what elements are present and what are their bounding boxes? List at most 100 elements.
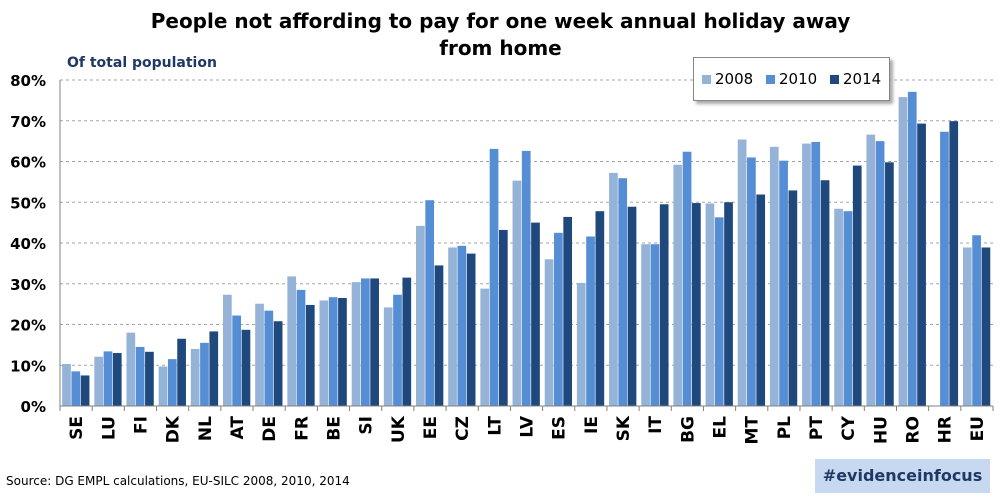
bar-CZ-2008 — [448, 247, 457, 406]
bar-EU-2014 — [981, 247, 991, 406]
bar-LU-2014 — [112, 353, 122, 406]
bar-IE-2010 — [586, 236, 595, 406]
bar-CY-2014 — [852, 165, 862, 406]
bar-HU-2014 — [885, 162, 894, 406]
bar-EL-2008 — [705, 203, 715, 406]
x-tick-label-IT: IT — [646, 416, 666, 434]
bar-HU-2010 — [875, 141, 885, 406]
bar-UK-2014 — [402, 277, 412, 406]
x-tick-label-EL: EL — [711, 416, 731, 439]
bar-EE-2010 — [425, 200, 435, 406]
y-tick-label: 30% — [10, 276, 46, 294]
bar-ES-2014 — [563, 216, 573, 406]
bar-NL-2010 — [200, 342, 209, 406]
bar-IT-2014 — [659, 204, 669, 406]
bar-FR-2014 — [305, 304, 315, 406]
y-tick-label: 0% — [21, 398, 46, 416]
bar-FR-2008 — [287, 276, 297, 406]
y-tick-label: 80% — [10, 72, 46, 90]
bar-EE-2014 — [434, 265, 444, 406]
x-tick-label-DE: DE — [260, 416, 280, 442]
bar-LU-2008 — [94, 356, 104, 406]
bar-SE-2010 — [71, 371, 81, 406]
bar-ES-2008 — [544, 259, 554, 406]
bar-EL-2014 — [724, 202, 733, 406]
bar-SI-2014 — [370, 278, 379, 406]
bar-SK-2014 — [627, 206, 637, 406]
x-tick-label-RO: RO — [904, 416, 924, 444]
y-tick-label: 10% — [10, 357, 46, 375]
bar-PT-2014 — [820, 180, 830, 406]
bar-LV-2008 — [512, 180, 522, 406]
bar-SI-2010 — [360, 278, 370, 406]
x-tick-label-HR: HR — [936, 416, 956, 443]
x-tick-label-HU: HU — [871, 416, 891, 444]
legend-swatch-2008 — [702, 74, 711, 84]
x-tick-label-EE: EE — [421, 416, 441, 439]
bar-MT-2014 — [756, 194, 766, 406]
x-tick-label-FR: FR — [292, 416, 312, 441]
bar-IT-2008 — [641, 244, 650, 406]
x-tick-label-LV: LV — [518, 415, 538, 437]
x-tick-label-FI: FI — [131, 416, 151, 434]
bar-FR-2010 — [296, 289, 306, 406]
legend-label-2010: 2010 — [779, 70, 818, 88]
bar-LU-2010 — [103, 351, 113, 406]
y-tick-label: 40% — [10, 235, 46, 253]
bar-ES-2010 — [554, 232, 563, 406]
x-tick-label-ES: ES — [550, 416, 570, 440]
bar-LV-2010 — [521, 150, 531, 406]
x-tick-label-PT: PT — [807, 416, 827, 440]
bar-NL-2008 — [190, 348, 200, 406]
bar-BE-2010 — [328, 297, 338, 406]
bar-IT-2010 — [650, 244, 660, 406]
bar-MT-2010 — [747, 157, 756, 406]
x-tick-label-SE: SE — [67, 416, 87, 440]
bar-DK-2008 — [158, 366, 168, 406]
bar-HU-2008 — [866, 134, 876, 407]
bar-BG-2014 — [692, 203, 701, 406]
bar-HR-2014 — [949, 121, 959, 406]
y-tick-label: 70% — [10, 113, 46, 131]
hashtag-badge: #evidenceinfocus — [815, 459, 990, 493]
bar-PL-2014 — [788, 190, 798, 406]
x-tick-label-CY: CY — [839, 415, 859, 440]
legend-item-2008: 2008 — [702, 70, 753, 88]
bar-EE-2008 — [416, 225, 425, 406]
bar-SE-2014 — [80, 375, 90, 406]
bar-EU-2008 — [962, 247, 972, 406]
bar-DE-2008 — [255, 303, 264, 406]
bar-UK-2008 — [383, 307, 393, 406]
x-tick-label-EU: EU — [968, 416, 988, 441]
x-tick-label-IE: IE — [582, 416, 602, 434]
bar-BE-2014 — [338, 298, 347, 406]
chart-subtitle: Of total population — [67, 55, 217, 71]
bar-DK-2014 — [177, 338, 186, 406]
x-tick-label-MT: MT — [743, 416, 763, 445]
bar-AT-2008 — [222, 294, 232, 406]
bar-UK-2010 — [393, 294, 402, 406]
bar-PT-2010 — [811, 141, 821, 406]
chart-title: People not affording to pay for one week… — [150, 9, 851, 60]
x-tick-label-LT: LT — [485, 416, 505, 436]
x-tick-label-BE: BE — [324, 416, 344, 441]
x-tick-label-DK: DK — [164, 415, 184, 443]
bar-MT-2008 — [737, 139, 747, 406]
legend-item-2010: 2010 — [766, 70, 817, 88]
bar-FI-2010 — [135, 346, 145, 406]
legend-swatch-2010 — [766, 74, 775, 84]
bar-CZ-2014 — [466, 253, 476, 406]
bar-CY-2008 — [834, 208, 843, 406]
bar-DE-2014 — [273, 321, 283, 406]
bar-SK-2008 — [609, 172, 618, 406]
bar-BG-2010 — [682, 151, 692, 406]
x-tick-label-NL: NL — [196, 416, 216, 441]
x-tick-label-UK: UK — [389, 415, 409, 443]
bar-LT-2010 — [489, 148, 499, 406]
bar-IE-2014 — [595, 211, 605, 406]
bar-LT-2008 — [480, 288, 490, 406]
bar-FI-2014 — [145, 351, 154, 406]
bar-BG-2008 — [673, 164, 683, 406]
x-tick-label-SK: SK — [614, 415, 634, 441]
